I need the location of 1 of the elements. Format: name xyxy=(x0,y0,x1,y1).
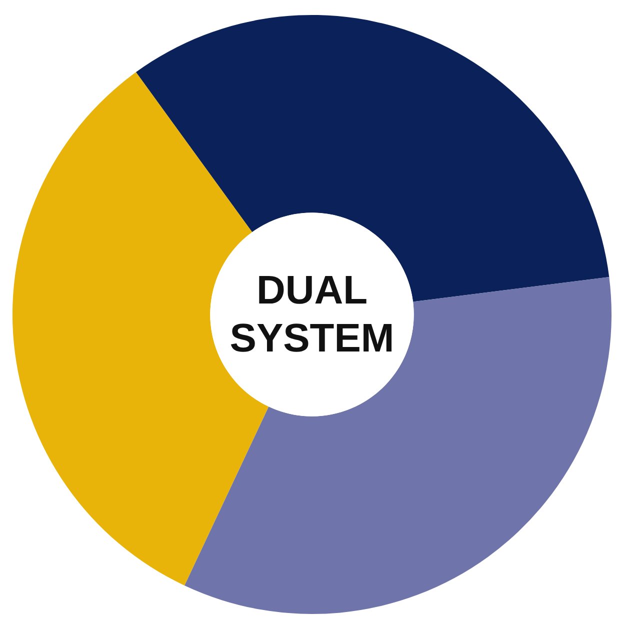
text: DUAL SYSTEM xyxy=(230,268,394,361)
